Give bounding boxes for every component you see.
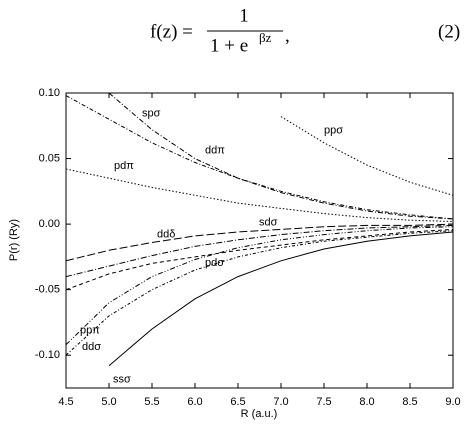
equation-number: (2): [438, 21, 460, 42]
y-tick-label: 0.00: [39, 218, 60, 230]
x-tick-label: 6.5: [230, 396, 245, 408]
equation-denominator: 1 + e: [210, 35, 248, 56]
series-line: [66, 228, 453, 291]
x-tick-label: 5.5: [144, 396, 159, 408]
equation-lhs: f(z) =: [150, 21, 193, 42]
series-label: ddπ: [205, 144, 225, 156]
series-label: spσ: [142, 108, 161, 120]
series-label: ssσ: [113, 374, 131, 386]
y-axis-label: P(r) (Ry): [8, 219, 20, 261]
series-label: ddσ: [82, 341, 101, 353]
x-tick-label: 8.0: [359, 396, 374, 408]
series-line: [66, 230, 453, 356]
y-tick-label: 0.05: [39, 152, 60, 164]
series-label: pdπ: [114, 160, 134, 172]
equation-trailing: ,: [285, 25, 290, 46]
x-tick-label: 4.5: [58, 396, 73, 408]
x-tick-label: 6.0: [187, 396, 202, 408]
equation-numerator: 1: [239, 5, 249, 26]
plot-frame: [65, 92, 454, 389]
series-label: pdσ: [205, 257, 224, 269]
series-line: [66, 226, 453, 346]
y-tick-label: -0.05: [35, 284, 60, 296]
series-line: [66, 223, 453, 262]
x-tick-label: 9.0: [445, 396, 460, 408]
y-tick-label: -0.10: [35, 349, 60, 361]
series-line: [66, 95, 453, 220]
series-label: sdσ: [259, 217, 278, 229]
x-tick-label: 8.5: [402, 396, 417, 408]
series-line: [66, 224, 453, 278]
series-label: ppπ: [80, 325, 100, 337]
y-tick-label: 0.10: [39, 87, 60, 99]
x-tick-label: 7.0: [273, 396, 288, 408]
equation-exponent: βz: [259, 30, 272, 45]
series-line: [66, 168, 453, 222]
x-axis-label: R (a.u.): [241, 408, 278, 420]
series-line: [280, 116, 453, 196]
series-label: ddδ: [157, 228, 175, 240]
series-label: ppσ: [324, 125, 343, 137]
series-line: [108, 231, 453, 367]
x-tick-label: 5.0: [101, 396, 116, 408]
series-line: [108, 93, 453, 220]
x-tick-label: 7.5: [316, 396, 331, 408]
